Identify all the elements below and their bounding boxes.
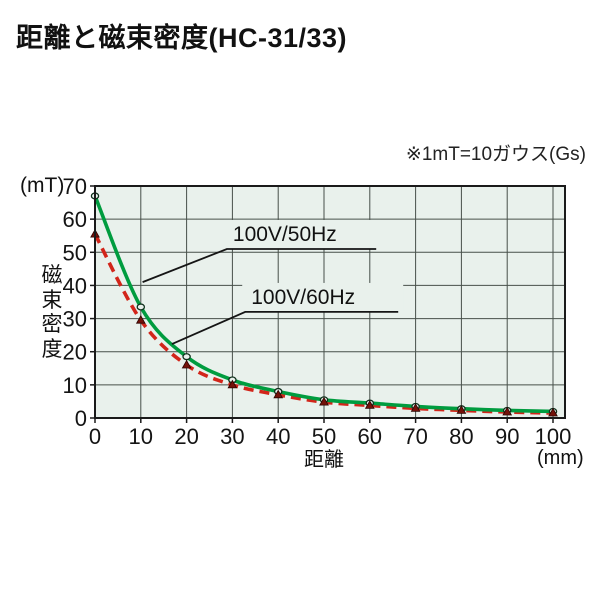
data-point-circle-marker	[182, 353, 191, 361]
data-point-triangle-marker	[548, 407, 558, 417]
y-tick-label: 50	[63, 240, 87, 265]
y-axis-title-char: 磁	[41, 264, 63, 287]
y-tick-label: 10	[63, 373, 87, 398]
x-axis-unit-label: (mm)	[537, 447, 584, 469]
data-point-triangle-marker	[502, 406, 513, 416]
series-label-background	[242, 282, 404, 312]
x-tick-label: 60	[358, 424, 382, 449]
x-tick-label: 0	[89, 424, 101, 449]
data-point-triangle-marker	[135, 314, 146, 324]
data-point-triangle-marker	[456, 405, 467, 414]
y-tick-label: 20	[63, 340, 87, 365]
x-tick-label: 20	[174, 424, 198, 449]
plot-frame	[94, 185, 566, 419]
y-tick-label: 70	[63, 174, 87, 199]
y-tick-label: 30	[63, 307, 87, 332]
x-tick-label: 90	[495, 424, 519, 449]
data-point-triangle-marker	[273, 389, 284, 399]
data-point-triangle-marker	[410, 403, 421, 412]
y-tick-label: 40	[63, 273, 87, 298]
y-axis-title-char: 密	[41, 313, 63, 336]
y-axis-title: 磁束密度	[40, 264, 64, 362]
x-tick-label: 80	[449, 424, 473, 449]
y-axis-title-char: 束	[41, 288, 63, 312]
leader-line	[171, 311, 399, 345]
x-tick-label: 10	[129, 424, 153, 449]
x-tick-label: 50	[312, 424, 336, 449]
page-title: 距離と磁束密度(HC-31/33)	[16, 23, 348, 53]
x-axis-title: 距離	[304, 448, 344, 471]
data-point-triangle-marker	[181, 359, 192, 369]
data-point-circle-marker	[136, 303, 146, 311]
series-label-100v-60hz: 100V/60Hz	[251, 286, 355, 309]
y-axis-unit-label: (mT)	[20, 174, 65, 197]
y-tick-label: 60	[63, 207, 87, 232]
data-point-triangle-marker	[319, 396, 329, 406]
x-tick-label: 40	[266, 424, 290, 449]
x-tick-label: 30	[220, 424, 244, 449]
y-tick-label: 0	[75, 406, 87, 431]
y-axis-title-char: 度	[41, 337, 63, 361]
x-tick-label: 100	[535, 424, 572, 449]
unit-conversion-note: ※1mT=10ガウス(Gs)	[405, 144, 586, 165]
series-label-background	[223, 219, 382, 249]
leader-line	[142, 248, 377, 283]
data-point-triangle-marker	[227, 379, 238, 389]
series-label-100v-50hz: 100V/50Hz	[233, 223, 337, 246]
series-line-100v-50hz	[93, 195, 554, 414]
data-point-triangle-marker	[364, 400, 375, 409]
x-tick-label: 70	[403, 424, 427, 449]
